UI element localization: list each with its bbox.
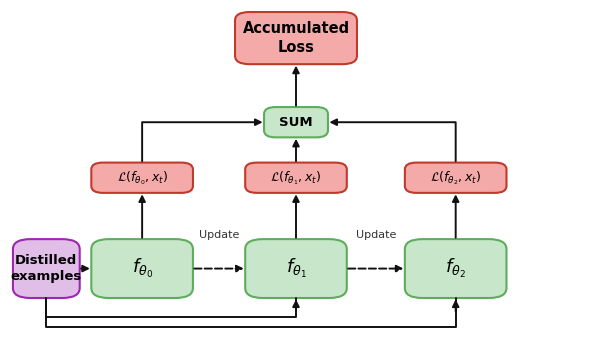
Text: Update: Update [356, 231, 396, 240]
FancyBboxPatch shape [13, 239, 80, 298]
Text: $f_{\theta_1}$: $f_{\theta_1}$ [285, 257, 307, 280]
FancyBboxPatch shape [235, 12, 357, 64]
FancyBboxPatch shape [405, 239, 507, 298]
Text: SUM: SUM [279, 116, 313, 129]
Text: $\mathcal{L}(f_{\theta_1}, x_t)$: $\mathcal{L}(f_{\theta_1}, x_t)$ [271, 169, 321, 186]
Text: Distilled
examples: Distilled examples [11, 254, 82, 283]
Text: $f_{\theta_2}$: $f_{\theta_2}$ [445, 257, 466, 280]
Text: $\mathcal{L}(f_{\theta_2}, x_t)$: $\mathcal{L}(f_{\theta_2}, x_t)$ [430, 169, 481, 186]
Text: Update: Update [199, 231, 239, 240]
FancyBboxPatch shape [264, 107, 328, 137]
Text: Accumulated
Loss: Accumulated Loss [243, 21, 349, 55]
FancyBboxPatch shape [91, 162, 193, 193]
FancyBboxPatch shape [245, 239, 347, 298]
Text: $\mathcal{L}(f_{\theta_0}, x_t)$: $\mathcal{L}(f_{\theta_0}, x_t)$ [117, 169, 168, 186]
FancyBboxPatch shape [91, 239, 193, 298]
FancyBboxPatch shape [405, 162, 507, 193]
FancyBboxPatch shape [245, 162, 347, 193]
Text: $f_{\theta_0}$: $f_{\theta_0}$ [131, 257, 153, 280]
